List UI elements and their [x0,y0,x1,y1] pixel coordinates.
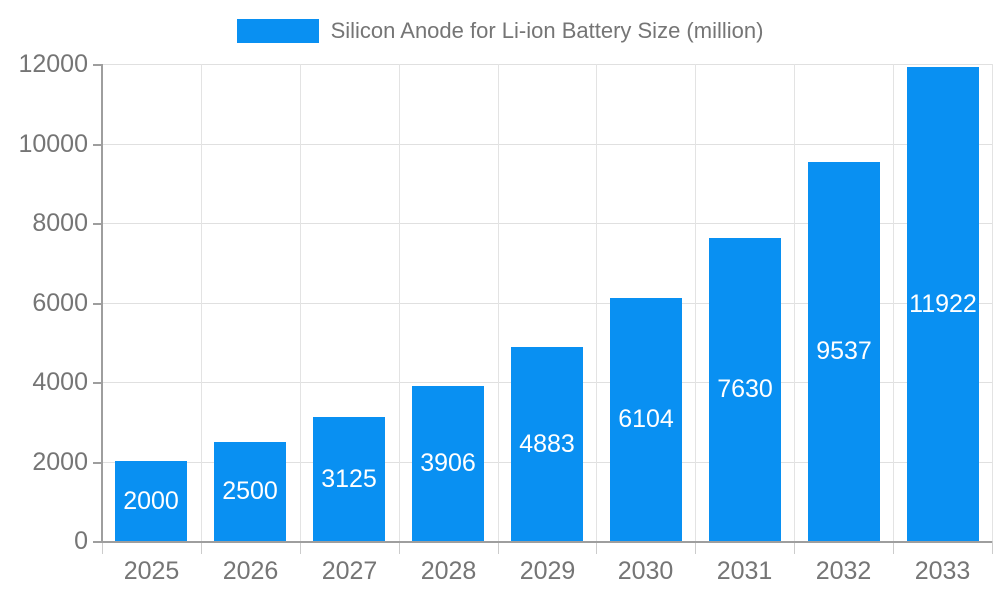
x-axis-label: 2027 [321,557,378,585]
y-axis-label: 10000 [18,130,88,158]
x-axis-tick [102,541,103,554]
x-gridline [201,64,202,541]
x-gridline [498,64,499,541]
bar-value-label: 11922 [909,289,977,318]
bar-value-label: 7630 [717,375,773,403]
y-gridline [102,64,992,65]
bar-value-label: 9537 [816,337,872,365]
bar-value-label: 3125 [321,464,377,493]
x-gridline [992,64,993,541]
bar-value-label: 2000 [123,486,179,515]
x-axis-line [101,541,992,543]
y-axis-line [101,64,103,541]
bar-2032: 9537 [808,162,880,541]
y-axis-label: 8000 [32,209,88,237]
bar-value-label: 3906 [420,449,476,477]
x-gridline [695,64,696,541]
x-axis-tick [596,541,597,554]
y-axis-tick [93,462,102,464]
bar-2027: 3125 [313,417,385,541]
bar-2025: 2000 [115,461,187,541]
x-axis-tick [695,541,696,554]
bar-2030: 6104 [610,298,682,541]
x-axis-tick [794,541,795,554]
x-axis-label: 2026 [222,557,279,585]
y-axis-tick [93,303,102,305]
bar-2026: 2500 [214,442,286,541]
y-axis-label: 0 [74,527,88,555]
x-axis-label: 2032 [815,557,872,585]
y-axis-tick [93,223,102,225]
x-axis-label: 2028 [420,557,477,585]
x-gridline [300,64,301,541]
legend-label: Silicon Anode for Li-ion Battery Size (m… [330,18,764,43]
y-axis-tick [93,64,102,66]
y-axis-label: 4000 [32,368,88,396]
legend-swatch [236,19,319,43]
x-gridline [596,64,597,541]
y-axis-label: 6000 [32,289,88,317]
y-axis-tick [93,144,102,146]
x-axis-label: 2030 [617,557,674,585]
x-axis-tick [399,541,400,554]
y-gridline [102,144,992,145]
x-gridline [893,64,894,541]
y-axis-label: 12000 [18,50,88,78]
x-axis-tick [893,541,894,554]
x-axis-label: 2033 [914,557,971,585]
x-axis-tick [300,541,301,554]
y-gridline [102,223,992,224]
x-axis-tick [992,541,993,554]
x-axis-tick [498,541,499,554]
bar-2029: 4883 [511,347,583,541]
bar-2033: 11922 [907,67,979,541]
bar-value-label: 2500 [222,477,278,505]
x-gridline [794,64,795,541]
x-axis-label: 2029 [519,557,576,585]
bar-value-label: 6104 [618,405,674,433]
x-gridline [399,64,400,541]
bar-2031: 7630 [709,238,781,541]
chart-legend: Silicon Anode for Li-ion Battery Size (m… [0,17,1000,45]
x-axis-label: 2025 [123,557,180,585]
y-axis-label: 2000 [32,448,88,476]
bar-2028: 3906 [412,386,484,541]
y-gridline [102,303,992,304]
x-axis-label: 2031 [716,557,773,585]
x-axis-tick [201,541,202,554]
y-axis-tick [93,382,102,384]
y-axis-tick [93,541,102,543]
bar-value-label: 4883 [519,429,575,458]
